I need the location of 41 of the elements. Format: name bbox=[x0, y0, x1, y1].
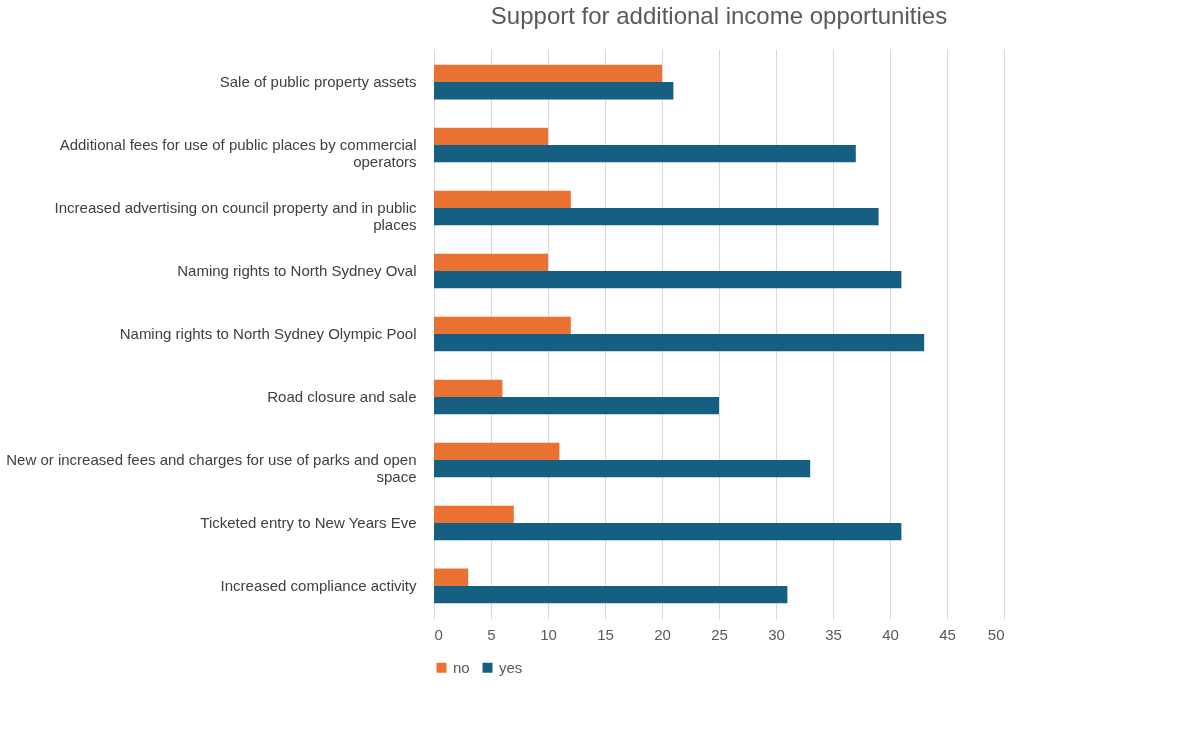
bar bbox=[434, 585, 788, 604]
x-tick-label: 35 bbox=[825, 625, 842, 643]
y-tick-label: Sale of public property assets bbox=[219, 73, 417, 91]
x-tick-label: 40 bbox=[882, 625, 899, 643]
x-tick-label: 15 bbox=[597, 625, 614, 643]
bar bbox=[434, 568, 469, 586]
chart-title: Support for additional income opportunities bbox=[490, 2, 948, 29]
bar bbox=[434, 253, 548, 272]
y-tick-label: Road closure and sale bbox=[267, 387, 417, 405]
legend-label: no bbox=[453, 658, 470, 676]
bar bbox=[434, 145, 856, 163]
x-tick-label: 45 bbox=[939, 625, 956, 643]
y-tick-label: Increased advertising on council property and in public places bbox=[54, 199, 417, 234]
x-tick-label: 30 bbox=[768, 625, 785, 643]
bar bbox=[434, 442, 560, 460]
bar bbox=[434, 127, 548, 146]
y-tick-label: New or increased fees and charges for use of parks and open space bbox=[6, 450, 417, 485]
bar bbox=[434, 379, 503, 397]
x-tick-label: 10 bbox=[540, 625, 557, 643]
bar bbox=[434, 208, 879, 226]
x-tick-label: 50 bbox=[987, 625, 1005, 643]
x-tick-label: 0 bbox=[434, 625, 443, 643]
bar bbox=[434, 316, 571, 334]
bar bbox=[434, 82, 674, 100]
y-tick-label: Naming rights to North Sydney Olympic Pool bbox=[119, 325, 417, 342]
bar bbox=[434, 271, 902, 289]
x-tick-label: 20 bbox=[654, 625, 671, 643]
x-tick-label: 5 bbox=[487, 625, 496, 643]
bar bbox=[434, 459, 811, 478]
y-tick-label: Ticketed entry to New Years Eve bbox=[200, 513, 417, 531]
legend-label: yes bbox=[499, 658, 523, 676]
bar bbox=[434, 64, 662, 83]
bar bbox=[434, 522, 902, 541]
y-tick-label: Naming rights to North Sydney Oval bbox=[177, 262, 417, 280]
bar bbox=[434, 396, 719, 415]
bar bbox=[434, 190, 571, 209]
x-tick-label: 25 bbox=[711, 625, 728, 643]
y-tick-label: Additional fees for use of public places by commercial operators bbox=[59, 136, 417, 171]
bar bbox=[434, 505, 514, 523]
y-tick-label: Increased compliance activity bbox=[220, 576, 417, 594]
bar bbox=[434, 334, 925, 352]
